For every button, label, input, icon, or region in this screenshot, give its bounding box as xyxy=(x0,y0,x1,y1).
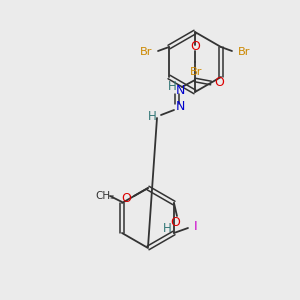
Text: O: O xyxy=(170,217,180,230)
Text: CH₃: CH₃ xyxy=(95,191,115,201)
Text: O: O xyxy=(121,191,131,205)
Text: H: H xyxy=(148,110,156,122)
Text: N: N xyxy=(175,85,185,98)
Text: Br: Br xyxy=(238,47,250,57)
Text: I: I xyxy=(194,220,198,232)
Text: H: H xyxy=(168,80,176,94)
Text: O: O xyxy=(214,76,224,89)
Text: H: H xyxy=(163,223,171,236)
Text: N: N xyxy=(175,100,185,113)
Text: Br: Br xyxy=(190,67,202,77)
Text: O: O xyxy=(190,40,200,53)
Text: Br: Br xyxy=(140,47,152,57)
